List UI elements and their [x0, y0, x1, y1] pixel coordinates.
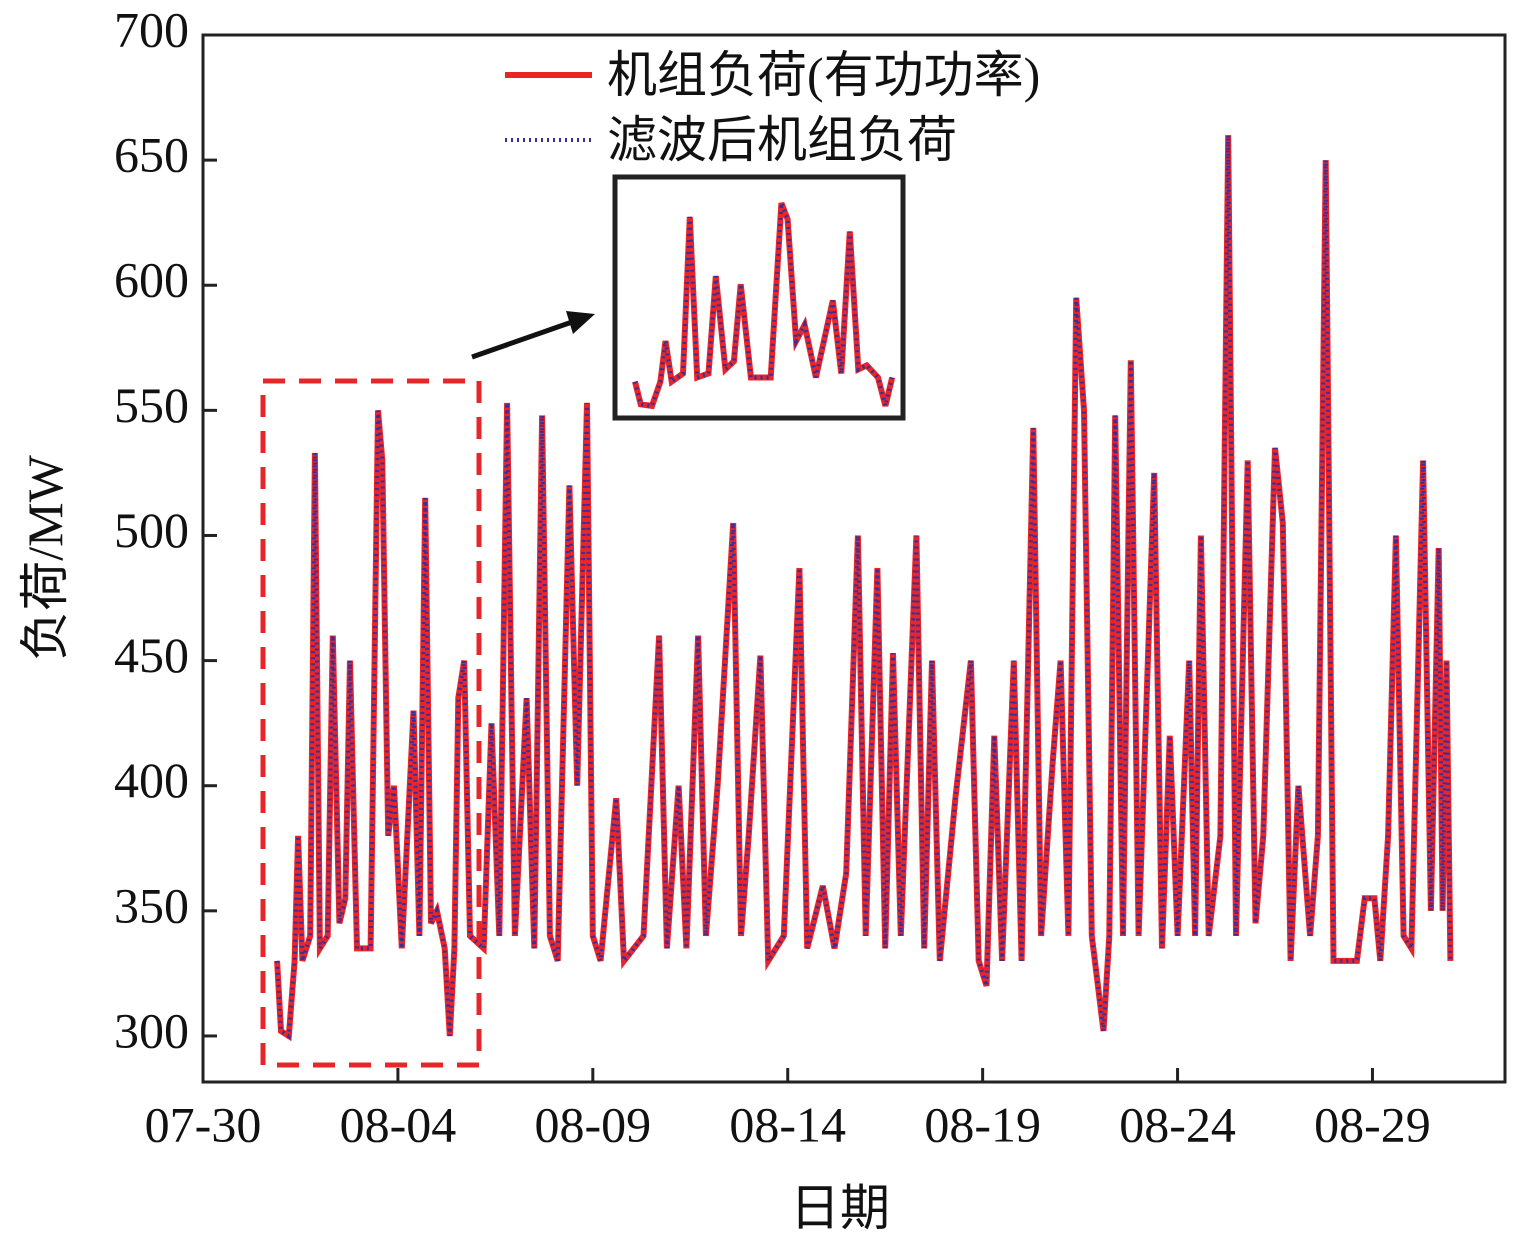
- x-tick-label: 08-14: [729, 1096, 846, 1152]
- y-tick-label: 450: [114, 627, 189, 683]
- legend-label: 滤波后机组负荷: [607, 112, 957, 168]
- x-tick-label: 08-24: [1119, 1096, 1236, 1152]
- arrow: [471, 319, 573, 360]
- y-tick-label: 550: [114, 377, 189, 433]
- inset-line: [632, 202, 896, 410]
- x-tick-label: 08-19: [924, 1096, 1041, 1152]
- x-tick-label: 08-29: [1314, 1096, 1431, 1152]
- y-tick-label: 500: [114, 502, 189, 558]
- plot-frame: [201, 33, 1507, 1084]
- x-tick-label: 08-09: [534, 1096, 651, 1152]
- x-tick-label: 07-30: [145, 1096, 262, 1152]
- y-axis-label: 负荷/MW: [17, 454, 73, 660]
- legend-label: 机组负荷(有功功率): [607, 47, 1040, 103]
- arrow-head: [566, 311, 595, 334]
- y-tick-label: 700: [114, 1, 189, 57]
- y-tick-label: 600: [114, 252, 189, 308]
- y-tick-label: 350: [114, 877, 189, 933]
- y-tick-label: 400: [114, 752, 189, 808]
- y-tick-label: 650: [114, 127, 189, 183]
- highlight-box: [260, 378, 482, 1068]
- x-axis-label: 日期: [790, 1180, 890, 1236]
- y-tick-label: 300: [114, 1002, 189, 1058]
- series-line: [275, 135, 1453, 1040]
- x-tick-label: 08-04: [340, 1096, 457, 1152]
